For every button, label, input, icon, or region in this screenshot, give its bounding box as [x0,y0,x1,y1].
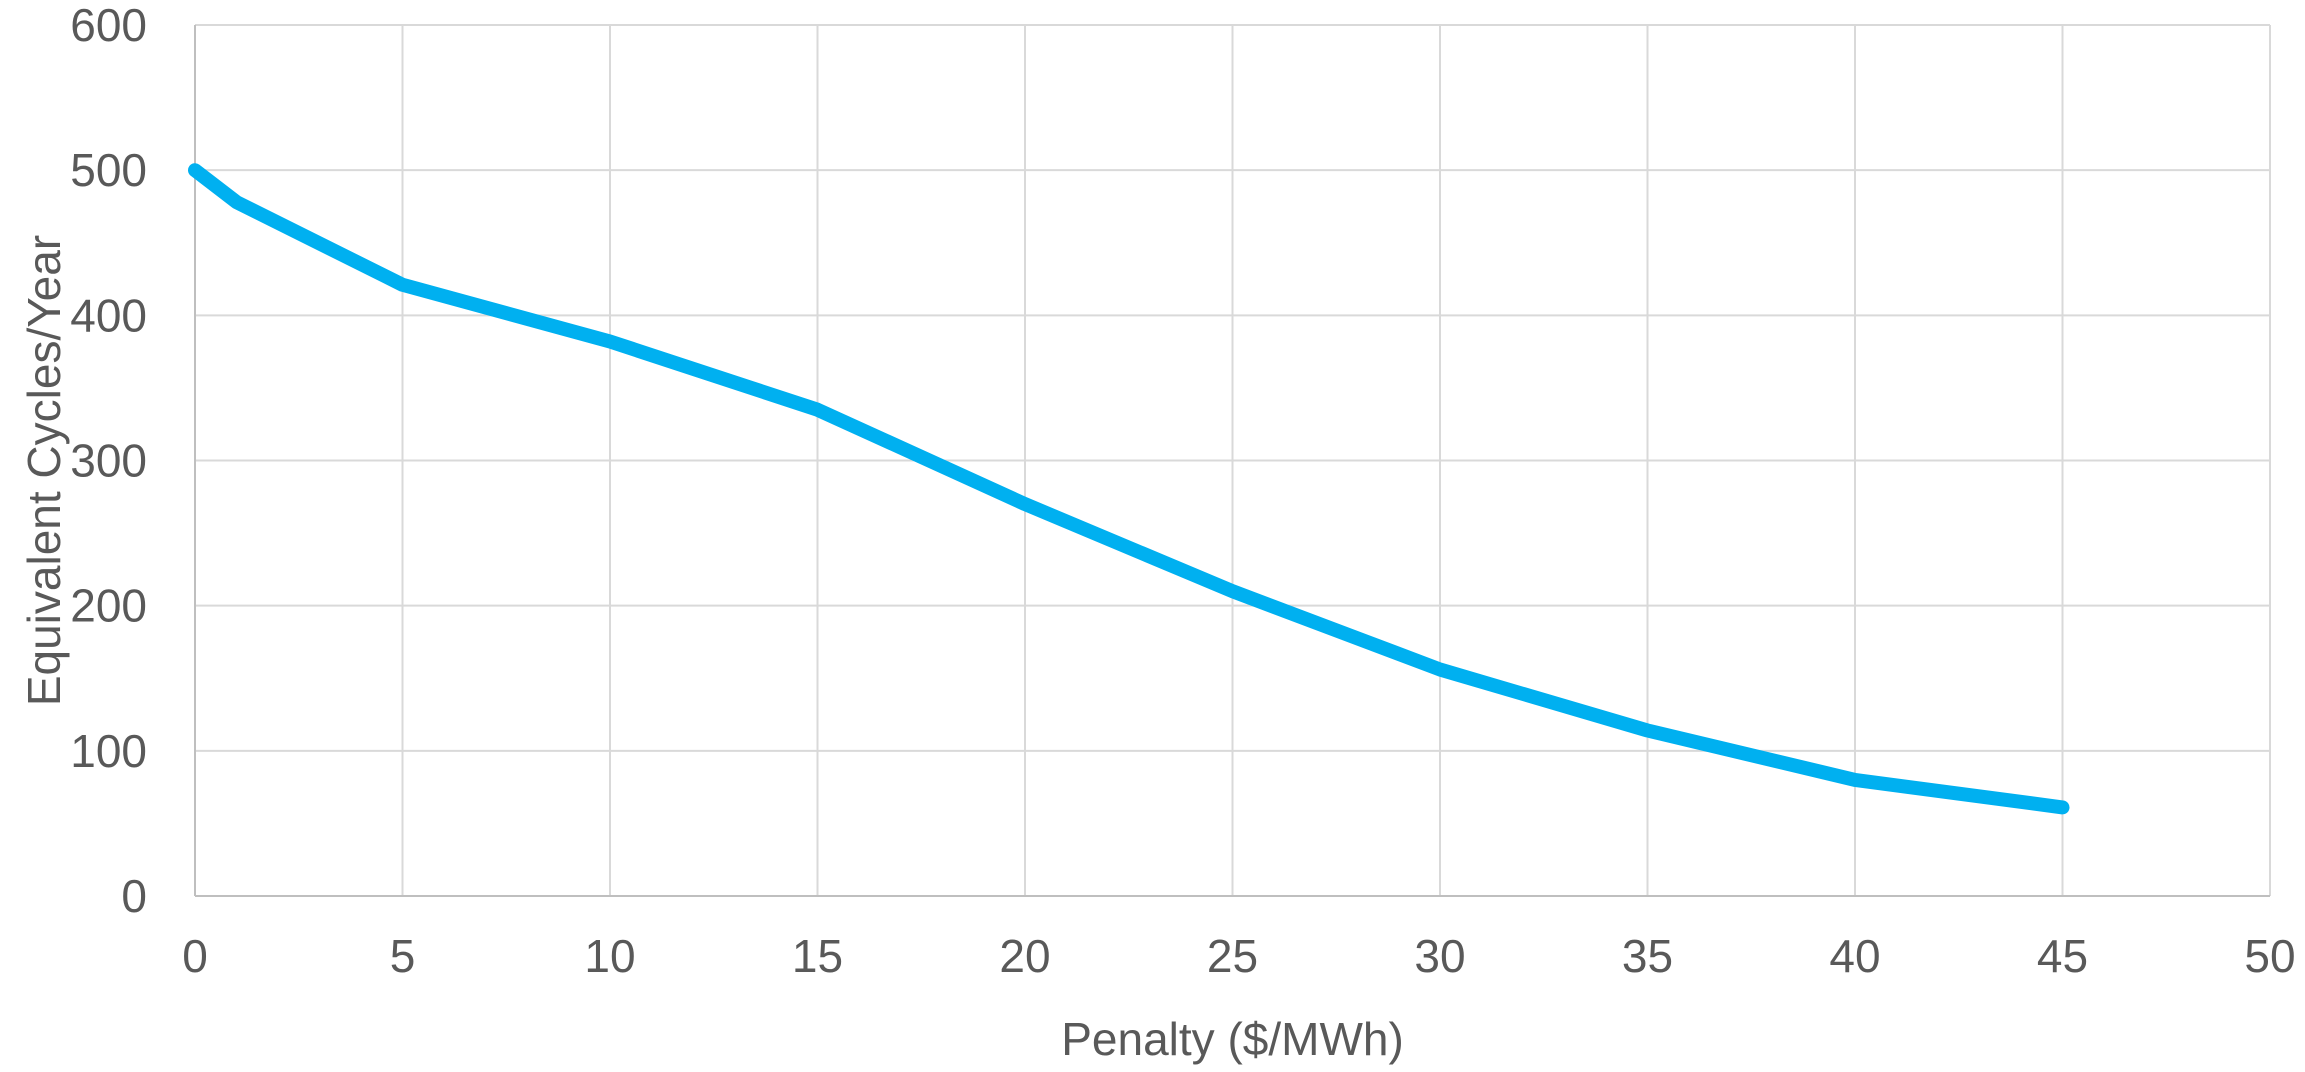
x-tick-label: 45 [2037,930,2088,982]
y-axis-title: Equivalent Cycles/Year [18,235,70,706]
x-tick-label: 5 [390,930,416,982]
x-tick-labels: 0 5 10 15 20 25 30 35 40 45 50 [182,930,2295,982]
x-tick-label: 15 [792,930,843,982]
y-tick-label: 0 [121,870,147,922]
y-tick-label: 200 [70,580,147,632]
x-tick-label: 50 [2244,930,2295,982]
gridlines [195,24,2271,896]
y-tick-label: 100 [70,725,147,777]
x-tick-label: 0 [182,930,208,982]
x-tick-label: 20 [999,930,1050,982]
x-tick-label: 10 [584,930,635,982]
x-tick-label: 40 [1829,930,1880,982]
y-tick-label: 600 [70,0,147,51]
y-tick-labels: 0 100 200 300 400 500 600 [70,0,147,922]
x-axis-title: Penalty ($/MWh) [1061,1013,1404,1065]
x-tick-label: 35 [1622,930,1673,982]
series-layer [188,163,2070,815]
y-tick-label: 500 [70,144,147,196]
x-tick-label: 30 [1414,930,1465,982]
x-tick-label: 25 [1207,930,1258,982]
y-tick-label: 400 [70,289,147,341]
y-tick-label: 300 [70,435,147,487]
series-line [188,163,2070,815]
